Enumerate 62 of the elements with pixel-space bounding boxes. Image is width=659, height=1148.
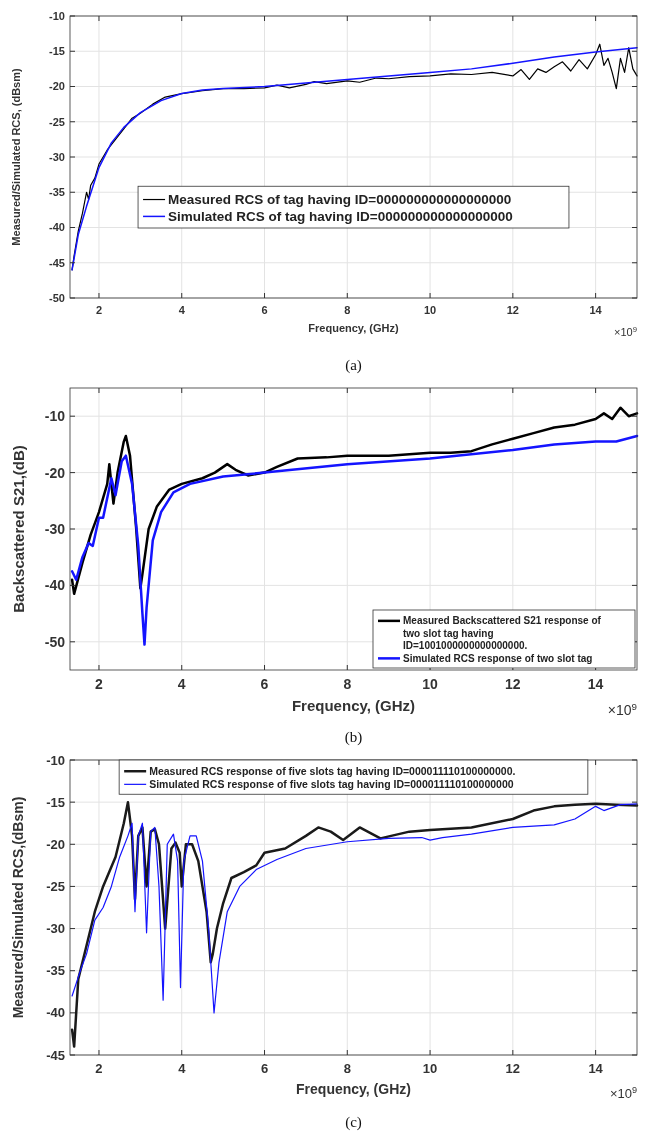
text: (c): [345, 1114, 362, 1131]
x-tick-label: 4: [177, 676, 186, 692]
y-tick-label: -25: [46, 878, 65, 894]
y-axis-title: Measured/Simulated RCS,(dBsm): [10, 796, 26, 1019]
y-tick-label: -45: [46, 1047, 65, 1063]
y-axis-title: Backscattered S21,(dB): [10, 445, 27, 613]
legend-label: Simulated RCS response of five slots tag having ID=000011110100000000: [149, 777, 514, 790]
x-tick-label: 2: [95, 304, 103, 316]
x-tick-label: 8: [344, 304, 351, 316]
x-tick-label: 10: [422, 1061, 438, 1076]
legend-label: Measured RCS of tag having ID=000000000000000000: [168, 191, 512, 207]
x-axis-title: Frequency, (GHz): [308, 322, 399, 334]
y-tick-label: -30: [44, 520, 66, 537]
x-tick-label: 14: [587, 676, 604, 692]
x-tick-label: 8: [343, 1061, 351, 1076]
y-tick-label: -10: [44, 408, 66, 425]
text: (b): [344, 729, 363, 746]
y-tick-label: -20: [44, 464, 66, 481]
y-tick-label: -50: [44, 633, 66, 650]
y-tick-label: -25: [49, 115, 65, 128]
x-tick-label: 12: [505, 1061, 521, 1076]
x-tick-label: 4: [178, 1061, 187, 1076]
text: (a): [345, 357, 362, 374]
line-series: [71, 803, 638, 1014]
y-tick-label: -40: [49, 221, 65, 234]
x-tick-label: 10: [423, 304, 437, 316]
y-tick-label: -30: [49, 150, 65, 163]
y-tick-label: -35: [49, 186, 65, 199]
x-tick-label: 12: [505, 676, 521, 692]
x-tick-label: 14: [588, 1061, 604, 1076]
y-tick-label: -20: [49, 80, 65, 93]
x-axis-title: Frequency, (GHz): [296, 1081, 411, 1097]
y-tick-label: -15: [49, 45, 65, 58]
x-tick-label: 2: [95, 676, 104, 692]
x-axis-title: Frequency, (GHz): [291, 697, 416, 714]
y-tick-label: -10: [46, 752, 65, 768]
legend-label: Simulated RCS response of two slot tag: [403, 652, 593, 664]
text: ×10$^{9}$: [609, 1085, 637, 1101]
y-tick-label: -45: [49, 256, 65, 269]
x-tick-label: 8: [343, 676, 352, 692]
y-tick-label: -10: [49, 9, 65, 22]
y-tick-label: -20: [46, 836, 65, 852]
y-tick-label: -40: [46, 1005, 65, 1021]
legend-label: Measured Backscattered S21 response of two slot tag having ID=1001000000000000000.: [403, 615, 602, 651]
legend-label: Simulated RCS of tag having ID=000000000000000000: [168, 208, 513, 224]
text: ×10$^{9}$: [607, 700, 637, 718]
x-tick-label: 6: [260, 676, 269, 692]
x-tick-label: 12: [506, 304, 519, 316]
legend-label: Measured RCS response of five slots tag having ID=000011110100000000.: [149, 764, 516, 777]
y-tick-label: -15: [46, 794, 65, 810]
x-tick-label: 6: [261, 304, 268, 316]
y-tick-label: -40: [44, 577, 66, 594]
y-tick-label: -30: [46, 921, 65, 937]
y-tick-label: -35: [46, 963, 65, 979]
x-tick-label: 6: [260, 1061, 269, 1076]
y-axis-title: Measured/Simulated RCS, (dBsm): [10, 68, 22, 246]
text: ×10$^{9}$: [614, 324, 637, 338]
x-tick-label: 2: [95, 1061, 103, 1076]
x-tick-label: 10: [422, 676, 439, 692]
x-tick-label: 14: [589, 304, 603, 316]
y-tick-label: -50: [49, 291, 65, 304]
x-tick-label: 4: [178, 304, 186, 316]
